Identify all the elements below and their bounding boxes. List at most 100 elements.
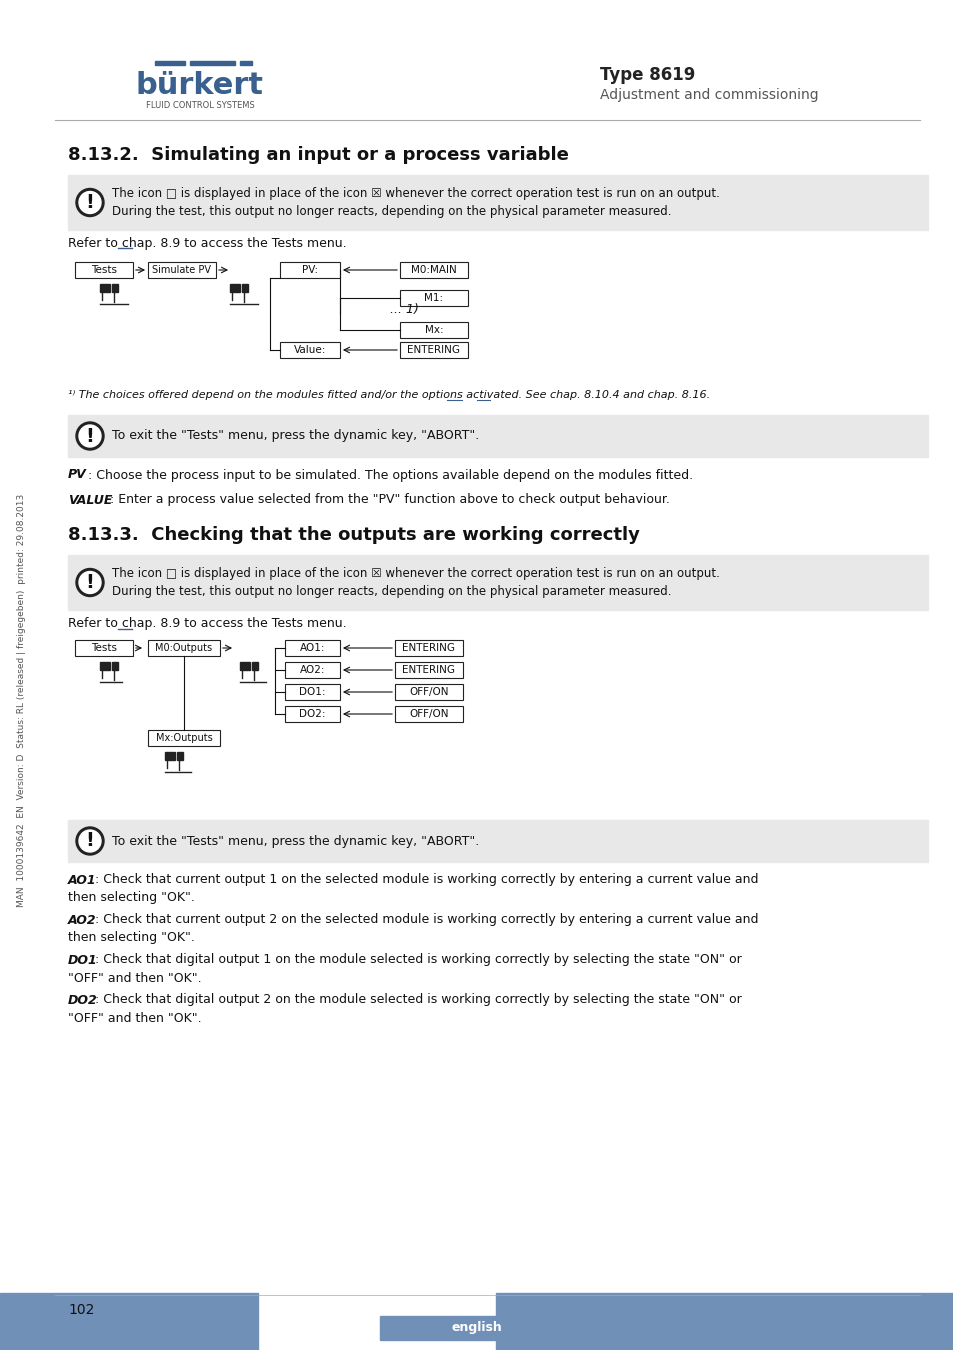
Bar: [285, 640, 339, 656]
Text: Mx:Outputs: Mx:Outputs: [155, 733, 213, 743]
Bar: [280, 262, 339, 278]
Circle shape: [76, 189, 104, 216]
Text: To exit the "Tests" menu, press the dynamic key, "ABORT".: To exit the "Tests" menu, press the dyna…: [112, 834, 478, 848]
Text: Type 8619: Type 8619: [599, 66, 695, 84]
Bar: [399, 290, 468, 306]
Text: The icon □ is displayed in place of the icon ☒ whenever the correct operation te: The icon □ is displayed in place of the …: [112, 567, 720, 579]
Text: DO1: DO1: [68, 953, 97, 967]
Bar: [148, 640, 220, 656]
Bar: [68, 555, 927, 610]
Circle shape: [79, 830, 101, 852]
Bar: [148, 262, 215, 278]
Bar: [165, 752, 174, 760]
Text: bürkert: bürkert: [136, 70, 264, 100]
Text: FLUID CONTROL SYSTEMS: FLUID CONTROL SYSTEMS: [146, 100, 254, 109]
Bar: [395, 684, 462, 701]
Text: Simulate PV: Simulate PV: [152, 265, 212, 275]
Bar: [154, 61, 185, 65]
Text: : Check that current output 1 on the selected module is working correctly by ent: : Check that current output 1 on the sel…: [95, 873, 758, 887]
Text: : Check that current output 2 on the selected module is working correctly by ent: : Check that current output 2 on the sel…: [95, 914, 758, 926]
Bar: [379, 1316, 574, 1341]
Circle shape: [76, 568, 104, 597]
Text: AO2:: AO2:: [299, 666, 325, 675]
Bar: [395, 706, 462, 722]
Text: To exit the "Tests" menu, press the dynamic key, "ABORT".: To exit the "Tests" menu, press the dyna…: [112, 429, 478, 443]
Text: !: !: [86, 193, 94, 212]
Bar: [68, 819, 927, 863]
Text: Tests: Tests: [91, 643, 117, 653]
Bar: [285, 662, 339, 678]
Text: "OFF" and then "OK".: "OFF" and then "OK".: [68, 1011, 201, 1025]
Bar: [75, 262, 132, 278]
Circle shape: [79, 192, 101, 213]
Text: !: !: [86, 427, 94, 446]
Text: !: !: [86, 832, 94, 850]
Circle shape: [79, 571, 101, 594]
Text: : Choose the process input to be simulated. The options available depend on the : : Choose the process input to be simulat…: [88, 468, 693, 482]
Text: DO2: DO2: [68, 994, 97, 1007]
Bar: [100, 284, 110, 292]
Bar: [148, 730, 220, 747]
Text: The icon □ is displayed in place of the icon ☒ whenever the correct operation te: The icon □ is displayed in place of the …: [112, 186, 720, 200]
Text: "OFF" and then "OK".: "OFF" and then "OK".: [68, 972, 201, 984]
Bar: [280, 342, 339, 358]
Text: Value:: Value:: [294, 346, 326, 355]
Bar: [395, 662, 462, 678]
Bar: [112, 662, 118, 670]
Text: M1:: M1:: [424, 293, 443, 302]
Bar: [68, 176, 927, 230]
Text: During the test, this output no longer reacts, depending on the physical paramet: During the test, this output no longer r…: [112, 585, 671, 598]
Text: OFF/ON: OFF/ON: [409, 687, 448, 697]
Text: AO1:: AO1:: [299, 643, 325, 653]
Bar: [68, 414, 927, 458]
Text: During the test, this output no longer reacts, depending on the physical paramet: During the test, this output no longer r…: [112, 204, 671, 217]
Text: 8.13.3.  Checking that the outputs are working correctly: 8.13.3. Checking that the outputs are wo…: [68, 526, 639, 544]
Bar: [399, 342, 468, 358]
Text: MAN  1000139642  EN  Version: D  Status: RL (released | freigegeben)  printed: 2: MAN 1000139642 EN Version: D Status: RL …: [17, 493, 27, 907]
Text: then selecting "OK".: then selecting "OK".: [68, 931, 194, 945]
Bar: [240, 61, 252, 65]
Text: : Enter a process value selected from the "PV" function above to check output be: : Enter a process value selected from th…: [110, 494, 669, 506]
Text: ¹⁾ The choices offered depend on the modules fitted and/or the options activated: ¹⁾ The choices offered depend on the mod…: [68, 390, 709, 400]
Text: DO2:: DO2:: [299, 709, 325, 720]
Text: PV: PV: [68, 468, 87, 482]
Text: Refer to chap. 8.9 to access the Tests menu.: Refer to chap. 8.9 to access the Tests m…: [68, 236, 346, 250]
Bar: [177, 752, 183, 760]
Text: OFF/ON: OFF/ON: [409, 709, 448, 720]
Circle shape: [79, 425, 101, 447]
Text: ENTERING: ENTERING: [402, 643, 455, 653]
Text: ENTERING: ENTERING: [402, 666, 455, 675]
Text: 102: 102: [68, 1303, 94, 1318]
Text: Tests: Tests: [91, 265, 117, 275]
Bar: [230, 284, 240, 292]
Bar: [399, 262, 468, 278]
Text: Refer to chap. 8.9 to access the Tests menu.: Refer to chap. 8.9 to access the Tests m…: [68, 617, 346, 630]
Bar: [395, 640, 462, 656]
Text: ... 1): ... 1): [390, 304, 418, 316]
Text: AO1: AO1: [68, 873, 96, 887]
Circle shape: [76, 423, 104, 450]
Text: VALUE: VALUE: [68, 494, 112, 506]
Text: : Check that digital output 1 on the module selected is working correctly by sel: : Check that digital output 1 on the mod…: [95, 953, 741, 967]
Bar: [75, 640, 132, 656]
Text: ENTERING: ENTERING: [407, 346, 460, 355]
Bar: [112, 284, 118, 292]
Text: english: english: [451, 1322, 502, 1335]
Text: 8.13.2.  Simulating an input or a process variable: 8.13.2. Simulating an input or a process…: [68, 146, 568, 163]
Bar: [100, 662, 110, 670]
Text: !: !: [86, 572, 94, 593]
Bar: [252, 662, 257, 670]
Text: M0:MAIN: M0:MAIN: [411, 265, 456, 275]
Text: PV:: PV:: [301, 265, 317, 275]
Text: M0:Outputs: M0:Outputs: [155, 643, 213, 653]
Bar: [285, 684, 339, 701]
Bar: [399, 323, 468, 338]
Text: Adjustment and commissioning: Adjustment and commissioning: [599, 88, 818, 103]
Bar: [285, 706, 339, 722]
Text: : Check that digital output 2 on the module selected is working correctly by sel: : Check that digital output 2 on the mod…: [95, 994, 741, 1007]
Text: then selecting "OK".: then selecting "OK".: [68, 891, 194, 904]
Bar: [242, 284, 248, 292]
Bar: [190, 61, 234, 65]
Circle shape: [76, 828, 104, 855]
Bar: [240, 662, 250, 670]
